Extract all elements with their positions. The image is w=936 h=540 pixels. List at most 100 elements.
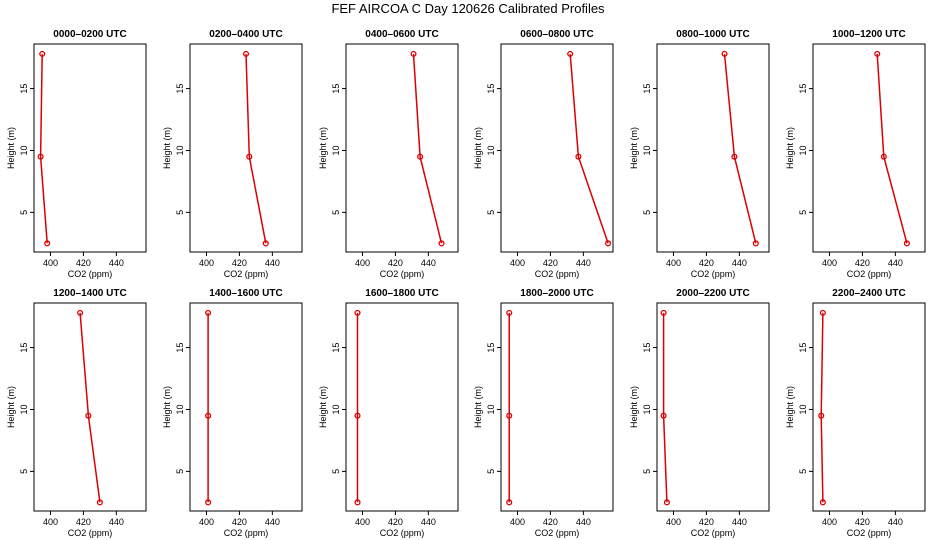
profile-panel: 0400–0600 UTC 400 420 440 5 10 15 CO2 (ppm) Heig… [318, 29, 459, 279]
y-tick-label: 15 [798, 84, 808, 94]
profile-point [660, 309, 667, 316]
plot-frame [812, 43, 926, 253]
y-tick-label: 10 [642, 145, 652, 155]
y-axis-label: Height (m) [785, 386, 795, 428]
profile-point [354, 309, 361, 316]
y-axis-label: Height (m) [785, 127, 795, 169]
x-tick-label: 420 [699, 517, 714, 527]
profile-point [660, 412, 667, 419]
y-tick-label: 5 [331, 469, 341, 474]
profile-point [506, 309, 513, 316]
profile-line [569, 53, 609, 244]
plot-frame [656, 302, 770, 512]
plot-frame [656, 43, 770, 253]
x-tick-label: 440 [732, 258, 747, 268]
x-tick-label: 440 [888, 258, 903, 268]
y-tick-label: 15 [486, 343, 496, 353]
x-tick-label: 440 [109, 517, 124, 527]
y-tick-label: 5 [642, 469, 652, 474]
profile-point [246, 153, 253, 160]
x-tick-label: 440 [888, 517, 903, 527]
profile-point [819, 499, 826, 506]
y-tick-label: 15 [642, 343, 652, 353]
y-tick-label: 15 [175, 343, 185, 353]
profile-point [354, 412, 361, 419]
x-tick-label: 440 [421, 517, 436, 527]
panel-title: 0800–1000 UTC [676, 29, 749, 40]
panel-title: 1400–1600 UTC [209, 288, 282, 299]
panel-title: 0400–0600 UTC [365, 29, 438, 40]
profile-line [876, 53, 908, 244]
profile-panel: 0000–0200 UTC 400 420 440 5 10 15 CO2 (ppm) Heig… [6, 29, 147, 279]
profile-point [819, 309, 826, 316]
y-tick-label: 10 [486, 404, 496, 414]
profile-line [39, 53, 48, 244]
x-axis-label: CO2 (ppm) [691, 269, 736, 279]
x-tick-label: 400 [355, 258, 370, 268]
y-tick-label: 15 [331, 343, 341, 353]
profile-panel: 2000–2200 UTC 400 420 440 5 10 15 CO2 (ppm) Heig… [629, 288, 770, 538]
x-tick-label: 420 [543, 258, 558, 268]
x-axis-label: CO2 (ppm) [380, 269, 425, 279]
x-axis-label: CO2 (ppm) [68, 269, 113, 279]
y-tick-label: 10 [331, 404, 341, 414]
profile-point [731, 153, 738, 160]
profile-point [506, 499, 513, 506]
y-axis-label: Height (m) [629, 127, 639, 169]
y-axis-label: Height (m) [629, 386, 639, 428]
panel-title: 2000–2200 UTC [676, 288, 749, 299]
profile-panel: 1400–1600 UTC 400 420 440 5 10 15 CO2 (ppm) Heig… [162, 288, 303, 538]
y-tick-label: 10 [331, 145, 341, 155]
y-tick-label: 10 [19, 404, 29, 414]
x-tick-label: 420 [76, 258, 91, 268]
profile-point [605, 240, 612, 247]
x-tick-label: 420 [76, 517, 91, 527]
x-tick-label: 400 [199, 258, 214, 268]
x-axis-label: CO2 (ppm) [68, 528, 113, 538]
x-axis-label: CO2 (ppm) [847, 269, 892, 279]
plot-frame [812, 302, 926, 512]
x-tick-label: 420 [543, 517, 558, 527]
page-title: FEF AIRCOA C Day 120626 Calibrated Profi… [331, 1, 605, 16]
y-axis-label: Height (m) [6, 127, 16, 169]
profile-point [506, 412, 513, 419]
y-tick-label: 15 [175, 84, 185, 94]
x-tick-label: 440 [732, 517, 747, 527]
panel-title: 0000–0200 UTC [53, 29, 126, 40]
x-tick-label: 420 [855, 258, 870, 268]
y-tick-label: 15 [331, 84, 341, 94]
profile-panel: 2200–2400 UTC 400 420 440 5 10 15 CO2 (ppm) Heig… [785, 288, 926, 538]
profile-point [205, 309, 212, 316]
plot-frame [345, 43, 459, 253]
plot-frame [33, 302, 147, 512]
profile-point [567, 50, 574, 57]
plot-frame [33, 43, 147, 253]
y-axis-label: Height (m) [162, 127, 172, 169]
x-tick-label: 420 [388, 517, 403, 527]
y-tick-label: 10 [175, 145, 185, 155]
profile-panel: 1600–1800 UTC 400 420 440 5 10 15 CO2 (ppm) Heig… [318, 288, 459, 538]
x-axis-label: CO2 (ppm) [380, 528, 425, 538]
y-tick-label: 10 [798, 145, 808, 155]
x-axis-label: CO2 (ppm) [224, 269, 269, 279]
profile-panel: 0800–1000 UTC 400 420 440 5 10 15 CO2 (ppm) Heig… [629, 29, 770, 279]
profile-point [37, 153, 44, 160]
profile-point [96, 499, 103, 506]
profile-point [205, 412, 212, 419]
plot-frame [500, 43, 614, 253]
profile-line [245, 53, 267, 244]
x-tick-label: 400 [822, 258, 837, 268]
y-tick-label: 10 [798, 404, 808, 414]
y-tick-label: 10 [175, 404, 185, 414]
x-tick-label: 400 [355, 517, 370, 527]
profile-panel: 1800–2000 UTC 400 420 440 5 10 15 CO2 (ppm) Heig… [473, 288, 614, 538]
profile-point [242, 50, 250, 57]
y-tick-label: 5 [19, 210, 29, 215]
y-axis-label: Height (m) [162, 386, 172, 428]
y-axis-label: Height (m) [318, 127, 328, 169]
y-tick-label: 5 [486, 469, 496, 474]
y-tick-label: 5 [798, 469, 808, 474]
profile-panel: 0600–0800 UTC 400 420 440 5 10 15 CO2 (ppm) Heig… [473, 29, 614, 279]
